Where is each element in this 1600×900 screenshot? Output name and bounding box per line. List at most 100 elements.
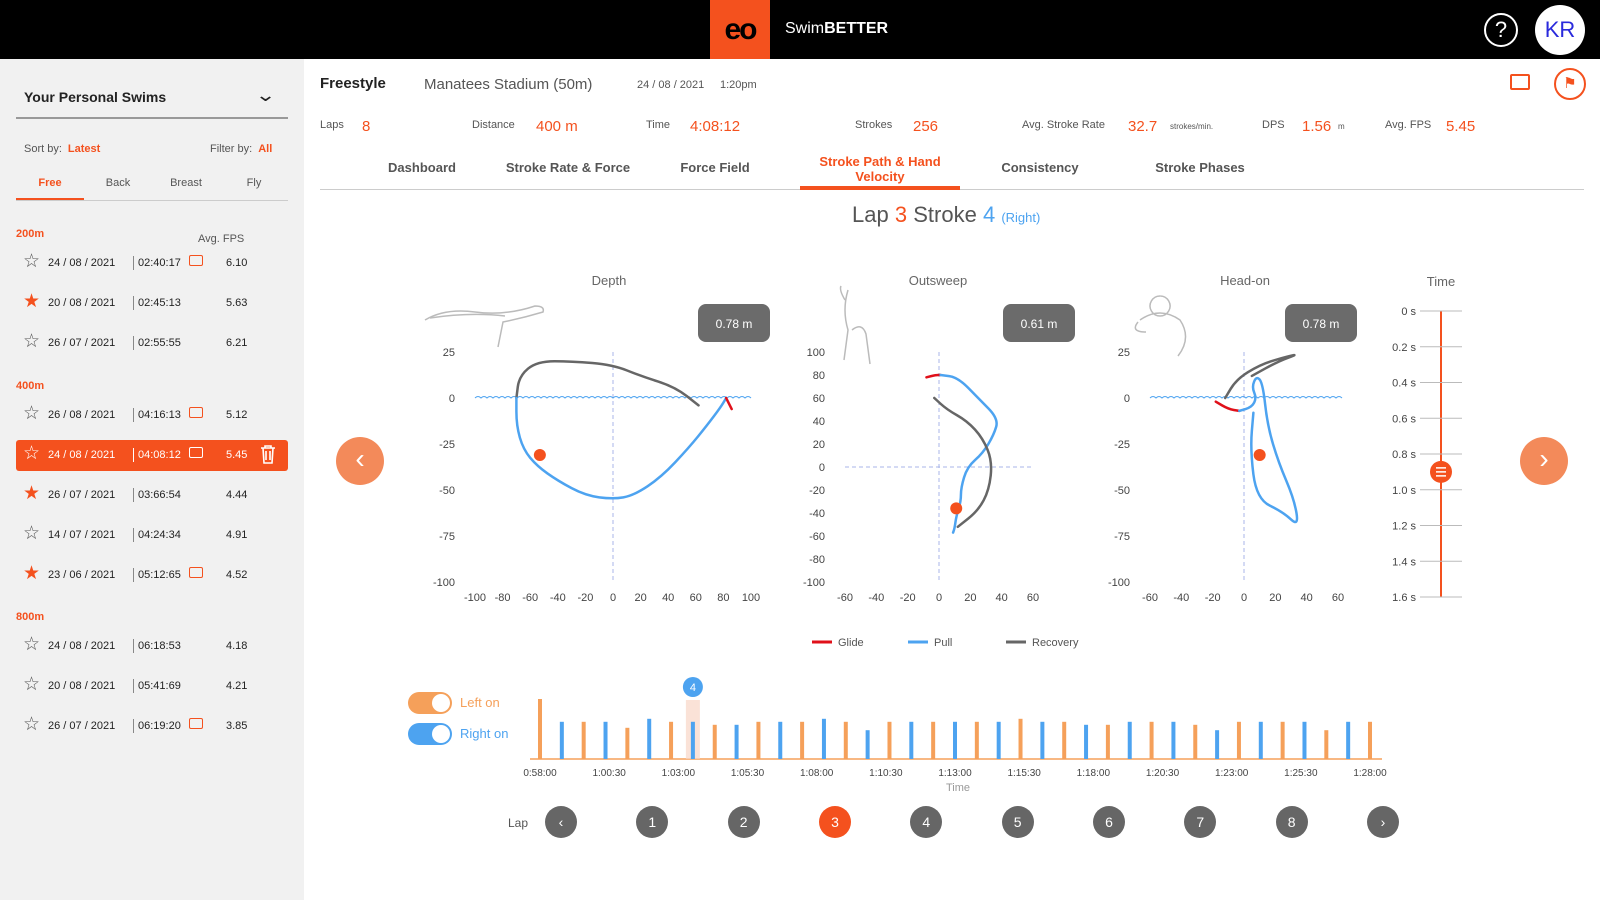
comment-icon[interactable] — [189, 447, 203, 458]
tab-free[interactable]: Free — [16, 177, 84, 200]
filter-control[interactable]: Filter by: All — [210, 143, 272, 155]
stroke-bar[interactable] — [1368, 721, 1372, 759]
stroke-bar[interactable] — [1324, 730, 1329, 759]
stroke-bar[interactable] — [625, 727, 630, 759]
star-filled-icon[interactable]: ★ — [23, 291, 41, 312]
tab-back[interactable]: Back — [105, 177, 131, 189]
star-icon[interactable]: ☆ — [23, 674, 41, 695]
stroke-bar[interactable] — [953, 721, 957, 759]
sort-control[interactable]: Sort by: Latest — [24, 143, 100, 155]
stroke-bar[interactable] — [1149, 721, 1154, 759]
stroke-bar[interactable] — [1193, 724, 1198, 759]
stroke-bar[interactable] — [538, 699, 542, 759]
star-icon[interactable]: ☆ — [23, 403, 41, 424]
comment-icon[interactable] — [189, 407, 203, 418]
flag-icon[interactable]: ⚑ — [1554, 68, 1586, 100]
chevron-down-icon[interactable]: ⌄ — [254, 85, 277, 105]
stroke-bar[interactable] — [800, 721, 805, 759]
stroke-bar[interactable] — [887, 721, 892, 759]
left-toggle[interactable] — [408, 692, 452, 714]
next-stroke-button[interactable]: › — [1520, 437, 1568, 485]
swim-row[interactable]: ☆ 20 / 08 / 2021 05:41:69 4.21 — [16, 671, 288, 702]
comment-icon[interactable] — [1510, 74, 1530, 90]
star-icon[interactable]: ☆ — [23, 523, 41, 544]
previous-stroke-button[interactable]: ‹ — [336, 437, 384, 485]
stroke-bar[interactable] — [1105, 724, 1110, 759]
stroke-bar[interactable] — [734, 724, 739, 759]
stroke-bar[interactable] — [1215, 730, 1220, 759]
stroke-bar[interactable] — [690, 721, 695, 759]
star-icon[interactable]: ☆ — [23, 331, 41, 352]
swim-row[interactable]: ★ 26 / 07 / 2021 03:66:54 4.44 — [16, 480, 288, 511]
swim-row[interactable]: ☆ 26 / 07 / 2021 06:19:20 3.85 — [16, 711, 288, 742]
stroke-bar[interactable] — [559, 721, 564, 759]
stroke-bar[interactable] — [865, 730, 870, 759]
lap-button[interactable]: 8 — [1275, 806, 1308, 838]
right-toggle[interactable] — [408, 723, 452, 745]
stroke-bar[interactable] — [712, 724, 717, 759]
swim-row[interactable]: ★ 23 / 06 / 2021 05:12:65 4.52 — [16, 560, 288, 591]
stroke-bar[interactable] — [996, 721, 1001, 759]
tab-stroke-path[interactable]: Stroke Path & Hand Velocity — [819, 154, 941, 184]
avatar[interactable]: KR — [1535, 5, 1585, 55]
tab-fly[interactable]: Fly — [246, 177, 262, 189]
lap-button[interactable]: 5 — [1001, 806, 1034, 838]
tab-breast[interactable]: Breast — [170, 177, 202, 189]
swim-row[interactable]: ☆ 24 / 08 / 2021 02:40:17 6.10 — [16, 248, 288, 279]
lap-button[interactable]: 6 — [1093, 806, 1125, 838]
star-icon[interactable]: ☆ — [23, 251, 41, 272]
tab-stroke-rate-force[interactable]: Stroke Rate & Force — [505, 160, 631, 175]
stroke-bar[interactable] — [778, 721, 783, 759]
stroke-bar[interactable] — [1258, 721, 1263, 759]
swim-row[interactable]: ★ 20 / 08 / 2021 02:45:13 5.63 — [16, 288, 288, 319]
lap-button[interactable]: 1 — [636, 806, 669, 838]
lap-button[interactable]: 2 — [727, 806, 760, 838]
swim-row[interactable]: ☆ 24 / 08 / 2021 04:08:12 5.45 — [16, 440, 288, 471]
star-filled-icon[interactable]: ★ — [23, 563, 41, 584]
stroke-bar[interactable] — [1302, 721, 1307, 759]
stroke-bar[interactable] — [581, 721, 586, 759]
swim-row[interactable]: ☆ 14 / 07 / 2021 04:24:34 4.91 — [16, 520, 288, 551]
stroke-bar[interactable] — [1062, 721, 1067, 759]
stroke-bar[interactable] — [1280, 721, 1285, 759]
stroke-bar[interactable] — [821, 718, 826, 759]
swim-row[interactable]: ☆ 26 / 07 / 2021 02:55:55 6.21 — [16, 328, 288, 359]
stroke-bar[interactable] — [974, 721, 979, 759]
filter-value[interactable]: All — [258, 143, 273, 155]
tab-dashboard[interactable]: Dashboard — [388, 160, 456, 175]
tab-stroke-phases[interactable]: Stroke Phases — [1155, 160, 1245, 175]
sort-value[interactable]: Latest — [67, 143, 101, 155]
stroke-bar[interactable] — [843, 721, 848, 759]
tab-force-field[interactable]: Force Field — [680, 160, 750, 175]
lap-button[interactable]: 4 — [910, 806, 943, 838]
stroke-bar[interactable] — [1040, 721, 1045, 759]
help-button[interactable]: ? — [1484, 13, 1518, 47]
stroke-bar[interactable] — [931, 721, 936, 759]
previous-lap-button[interactable]: ‹ — [545, 806, 577, 838]
stroke-bar[interactable] — [1127, 721, 1132, 759]
lap-button[interactable]: 7 — [1184, 806, 1217, 838]
stroke-bar[interactable] — [1018, 718, 1023, 759]
stroke-bar[interactable] — [669, 721, 674, 759]
comment-icon[interactable] — [189, 718, 203, 729]
stroke-bar[interactable] — [1171, 721, 1176, 759]
star-icon[interactable]: ☆ — [23, 443, 41, 464]
stroke-bar[interactable] — [647, 718, 652, 759]
trash-icon[interactable] — [260, 444, 276, 464]
comment-icon[interactable] — [189, 567, 203, 578]
lap-button[interactable]: 3 — [819, 806, 851, 838]
star-icon[interactable]: ☆ — [23, 634, 41, 655]
next-lap-button[interactable]: › — [1367, 806, 1399, 838]
star-filled-icon[interactable]: ★ — [23, 483, 41, 504]
stroke-bar[interactable] — [603, 721, 608, 759]
swim-row[interactable]: ☆ 26 / 08 / 2021 04:16:13 5.12 — [16, 400, 288, 431]
stroke-bar[interactable] — [756, 721, 761, 759]
swim-row[interactable]: ☆ 24 / 08 / 2021 06:18:53 4.18 — [16, 631, 288, 662]
stroke-bar[interactable] — [909, 721, 914, 759]
star-icon[interactable]: ☆ — [23, 714, 41, 735]
stroke-bar[interactable] — [1236, 721, 1241, 759]
stroke-bar[interactable] — [1346, 721, 1351, 759]
comment-icon[interactable] — [189, 255, 203, 266]
eo-logo[interactable]: eo — [710, 0, 770, 59]
tab-consistency[interactable]: Consistency — [1001, 160, 1079, 175]
